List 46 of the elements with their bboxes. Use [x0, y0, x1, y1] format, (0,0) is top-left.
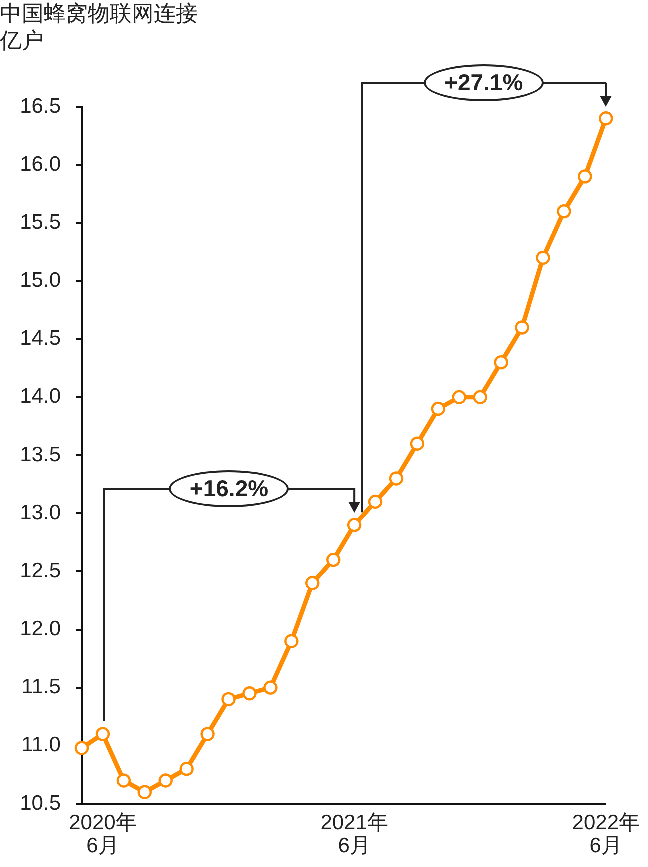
point — [200, 727, 215, 742]
point — [138, 785, 152, 800]
point — [368, 494, 383, 510]
y-tick-label: 11.5 — [22, 676, 61, 699]
y-tick-label: 13.5 — [20, 443, 61, 466]
point — [326, 552, 341, 568]
x-tick-label: 2021年 6月 — [320, 811, 388, 858]
point — [347, 518, 362, 532]
point — [578, 170, 592, 184]
y-axis-title: 亿户 — [0, 27, 44, 54]
y-tick-label: 16.5 — [20, 94, 61, 118]
text: +27.1% — [424, 64, 544, 102]
point — [599, 112, 614, 126]
point — [431, 402, 446, 416]
point — [116, 774, 132, 788]
annotation: +16.2% — [169, 470, 290, 508]
y-tick-label: 10.5 — [20, 792, 61, 815]
point — [473, 390, 488, 405]
point — [306, 576, 320, 590]
x-tick-label: 2020年 6月 — [69, 811, 137, 858]
point — [515, 320, 530, 335]
point — [242, 686, 257, 701]
y-tick-label: 14.5 — [20, 327, 61, 350]
y-tick-label: 16.0 — [20, 152, 61, 176]
point — [222, 692, 236, 707]
point — [74, 741, 90, 756]
point — [264, 680, 278, 695]
y-tick-label: 14.0 — [20, 385, 61, 408]
y-tick-label: 11.0 — [22, 734, 61, 757]
point — [180, 762, 194, 776]
point — [494, 355, 508, 370]
y-tick-label: 13.0 — [20, 501, 61, 524]
point — [536, 250, 550, 266]
point — [410, 436, 425, 451]
x-tick-label: 2022年 6月 — [572, 811, 640, 858]
point — [389, 472, 404, 486]
point — [284, 634, 299, 648]
point — [158, 774, 173, 788]
y-tick-label: 12.5 — [20, 559, 61, 582]
point — [96, 727, 110, 742]
chart-title: 中国蜂窝物联网连接 — [0, 0, 198, 27]
point — [557, 204, 572, 219]
y-tick-label: 12.0 — [20, 618, 61, 641]
y-tick-label: 15.0 — [20, 269, 61, 292]
y-tick-label: 15.5 — [20, 210, 61, 234]
point — [452, 390, 466, 405]
